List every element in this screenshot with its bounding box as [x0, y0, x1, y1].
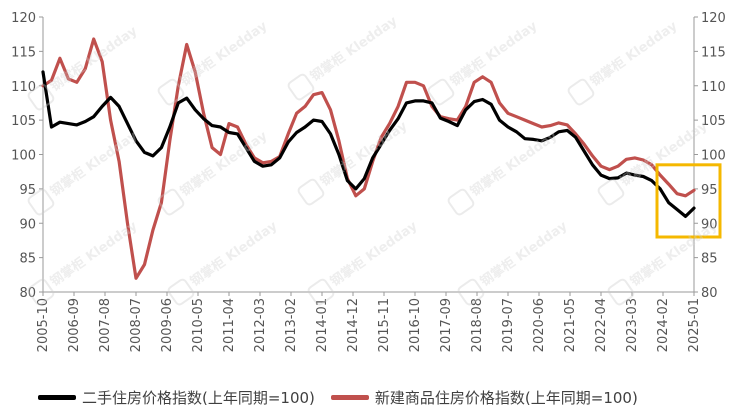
x-tick-label: 2011-04 [222, 298, 237, 352]
x-tick-label: 2016-10 [408, 298, 423, 352]
left-tick-label: 95 [19, 183, 36, 198]
line-chart: 80 85 90 95 100 105 110 115 120 80 85 90 95 100 105 11… [11, 11, 726, 352]
left-tick-label: 120 [11, 11, 36, 26]
right-y-axis: 80 85 90 95 100 105 110 115 120 [693, 11, 726, 301]
x-tick-label: 2015-11 [377, 298, 392, 352]
x-tick-label: 2025-01 [687, 298, 702, 352]
right-tick-label: 120 [701, 11, 726, 26]
right-tick-label: 80 [701, 286, 718, 301]
legend-swatch-series-2 [330, 394, 369, 400]
x-tick-label: 2005-10 [36, 298, 51, 352]
highlight-box [655, 163, 722, 239]
x-tick-label: 2019-07 [501, 298, 516, 352]
legend-label-series-2: 新建商品住房价格指数(上年同期=100) [374, 388, 638, 407]
left-tick-label: 80 [19, 286, 36, 301]
legend-swatch-series-1 [38, 394, 76, 400]
x-tick-label: 2010-05 [191, 298, 206, 352]
legend: 二手住房价格指数(上年同期=100) 新建商品住房价格指数(上年同期=100) [38, 384, 654, 410]
x-tick-label: 2017-09 [439, 298, 454, 352]
left-tick-label: 110 [11, 80, 36, 95]
x-tick-label: 2022-04 [594, 298, 609, 352]
x-tick-label: 2024-02 [656, 298, 671, 352]
x-tick-label: 2013-02 [284, 298, 299, 352]
series-line-2 [41, 37, 696, 280]
x-tick-label: 2012-03 [253, 298, 268, 352]
right-tick-label: 100 [701, 149, 726, 164]
x-tick-label: 2014-01 [315, 298, 330, 352]
right-tick-label: 85 [701, 252, 718, 267]
x-tick-label: 2023-03 [625, 298, 640, 352]
left-tick-label: 90 [19, 217, 36, 232]
right-tick-label: 95 [701, 183, 718, 198]
x-axis: 2005-10 2006-09 2007-08 2008-07 2009-06 2010-… [36, 291, 702, 352]
right-tick-label: 115 [701, 45, 726, 60]
legend-label-series-1: 二手住房价格指数(上年同期=100) [82, 388, 315, 407]
x-tick-label: 2018-08 [470, 298, 485, 352]
right-tick-label: 110 [701, 80, 726, 95]
x-tick-label: 2021-05 [563, 298, 578, 352]
x-tick-label: 2007-08 [98, 298, 113, 352]
right-tick-label: 105 [701, 114, 726, 129]
left-tick-label: 105 [11, 114, 36, 129]
left-y-axis: 80 85 90 95 100 105 110 115 120 [11, 11, 44, 301]
legend-item-series-2: 新建商品住房价格指数(上年同期=100) [330, 387, 638, 408]
plot-area [41, 37, 722, 280]
x-tick-label: 2006-09 [67, 298, 82, 352]
legend-item-series-1: 二手住房价格指数(上年同期=100) [38, 387, 315, 408]
x-tick-label: 2008-07 [129, 298, 144, 352]
right-tick-label: 90 [701, 217, 718, 232]
x-tick-label: 2020-06 [532, 298, 547, 352]
x-tick-label: 2009-06 [160, 298, 175, 352]
left-tick-label: 115 [11, 45, 36, 60]
left-tick-label: 85 [19, 252, 36, 267]
series-line-1 [41, 70, 696, 218]
left-tick-label: 100 [11, 149, 36, 164]
x-tick-label: 2014-12 [346, 298, 361, 352]
